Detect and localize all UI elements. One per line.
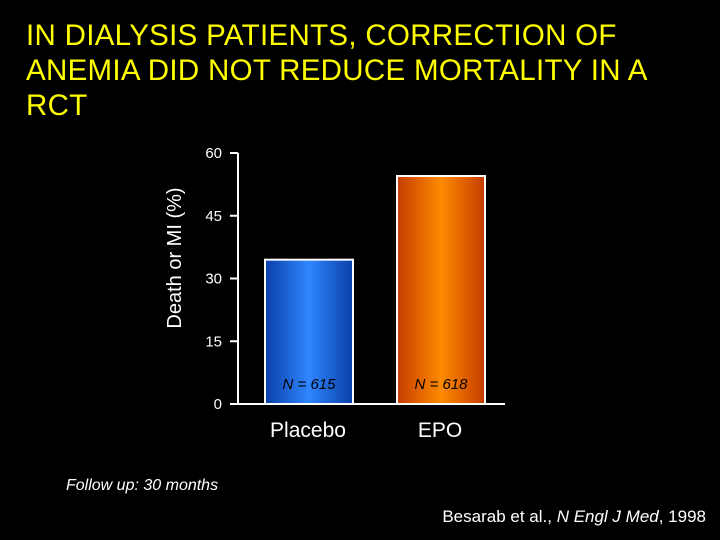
follow-up-note: Follow up: 30 months — [66, 477, 219, 494]
category-label-epo: EPO — [418, 419, 462, 442]
citation-authors: Besarab et al., — [442, 507, 552, 526]
sample-size-epo: N = 618 — [415, 376, 469, 393]
y-tick-label: 15 — [205, 333, 222, 350]
citation: Besarab et al., N Engl J Med, 1998 — [442, 507, 706, 527]
sample-size-placebo: N = 615 — [283, 376, 337, 393]
citation-year: , 1998 — [658, 507, 706, 526]
y-tick-label: 60 — [205, 145, 222, 162]
y-tick-label: 0 — [214, 396, 222, 413]
y-tick-label: 30 — [205, 271, 222, 288]
bar-epo — [396, 175, 486, 405]
y-axis-label: Death or MI (%) — [164, 187, 186, 328]
y-tick-label: 45 — [205, 208, 222, 225]
category-label-placebo: Placebo — [270, 419, 346, 442]
slide-title: IN DIALYSIS PATIENTS, CORRECTION OF ANEM… — [26, 19, 647, 122]
citation-journal: N Engl J Med — [556, 507, 659, 526]
bar-placebo — [264, 258, 354, 405]
